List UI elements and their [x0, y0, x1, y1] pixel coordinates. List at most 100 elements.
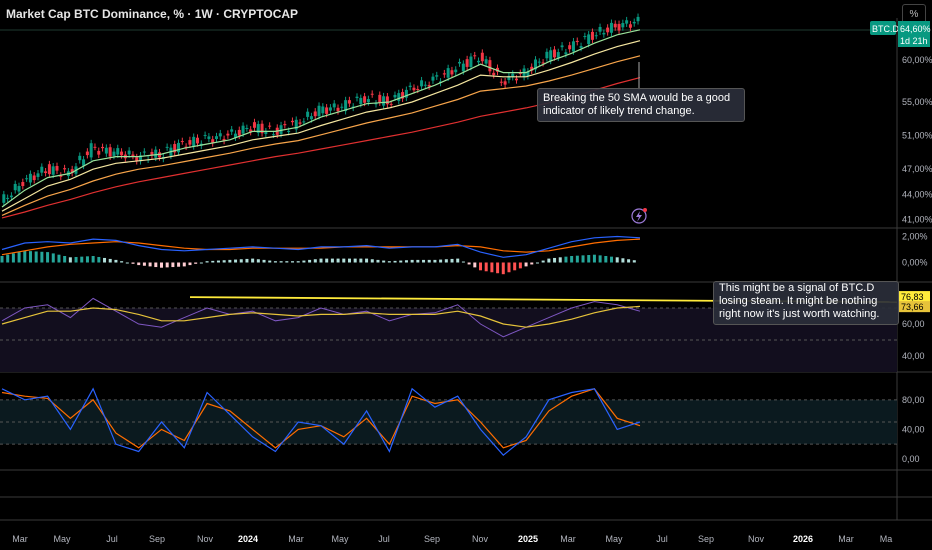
time-axis-label: 2026: [793, 534, 813, 544]
time-axis-label: Mar: [12, 534, 28, 544]
macd-histogram-bar: [330, 258, 334, 263]
lightning-icon: [631, 208, 647, 224]
candle-body: [397, 93, 401, 101]
macd-histogram-bar: [410, 259, 414, 263]
macd-histogram-bar: [0, 256, 4, 263]
candle-body: [598, 26, 602, 32]
candle-body: [332, 103, 336, 108]
candle-body: [594, 35, 598, 37]
candle-body: [207, 136, 211, 139]
candle-body: [465, 59, 469, 67]
candle-body: [385, 96, 389, 105]
candle-body: [226, 133, 230, 136]
macd-histogram-bar: [23, 250, 27, 263]
candle-body: [252, 122, 256, 128]
macd-histogram-bar: [262, 259, 266, 263]
time-axis-label: May: [331, 534, 349, 544]
macd-histogram-bar: [541, 260, 545, 263]
macd-histogram-bar: [63, 256, 67, 263]
price-axis-label: 47,00%: [902, 164, 932, 174]
candle-body: [571, 41, 575, 52]
chart-title: Market Cap BTC Dominance, % · 1W · CRYPT…: [6, 7, 299, 21]
macd-histogram-bar: [376, 259, 380, 263]
macd-histogram-bar: [120, 261, 124, 263]
candle-body: [177, 142, 181, 153]
candle-body: [477, 60, 481, 63]
candle-body: [28, 173, 32, 183]
macd-histogram-bar: [581, 255, 585, 263]
candle-body: [340, 106, 344, 108]
candle-body: [70, 169, 74, 174]
candle-body: [503, 81, 507, 85]
macd-histogram-bar: [535, 262, 539, 264]
candle-body: [230, 129, 234, 132]
stoch-axis-label: 80,00: [902, 395, 925, 405]
candle-body: [271, 134, 275, 136]
candle-body: [214, 136, 218, 139]
candle-body: [2, 194, 6, 203]
candle-body: [196, 137, 200, 144]
candle-body: [515, 78, 519, 81]
macd-histogram-bar: [46, 252, 50, 263]
candle-body: [222, 138, 226, 141]
stoch-k-line: [1, 387, 641, 457]
candle-body: [25, 178, 29, 180]
time-axis-label: Nov: [748, 534, 765, 544]
macd-histogram-bar: [587, 255, 591, 263]
annotation-rsi-note[interactable]: This might be a signal of BTC.D losing s…: [713, 281, 899, 325]
candle-body: [488, 60, 492, 72]
candle-body: [306, 111, 310, 117]
candle-body: [192, 136, 196, 147]
candle-body: [9, 195, 13, 198]
time-axis-label: Jul: [106, 534, 118, 544]
candle-body: [583, 36, 587, 38]
macd-histogram-bar: [234, 259, 238, 263]
candle-body: [496, 67, 500, 72]
candle-body: [188, 140, 192, 145]
candle-body: [237, 129, 241, 136]
candle-body: [279, 125, 283, 135]
macd-histogram-bar: [188, 262, 192, 266]
macd-histogram-bar: [51, 253, 55, 263]
time-axis-label: Mar: [838, 534, 854, 544]
macd-histogram-bar: [592, 254, 596, 263]
candle-body: [245, 127, 249, 129]
time-axis-label: Sep: [698, 534, 714, 544]
candle-body: [355, 96, 359, 99]
candle-body: [260, 123, 264, 134]
macd-histogram-bar: [575, 255, 579, 263]
candle-body: [526, 71, 530, 77]
macd-histogram-bar: [285, 261, 289, 263]
macd-axis-label: 0,00%: [902, 258, 928, 268]
macd-histogram-bar: [142, 262, 146, 266]
time-axis-label: Sep: [149, 534, 165, 544]
candle-body: [59, 175, 63, 177]
candle-body: [6, 197, 10, 199]
macd-histogram-bar: [154, 262, 158, 268]
candle-body: [44, 171, 48, 174]
candle-body: [431, 76, 435, 81]
candle-body: [404, 89, 408, 98]
macd-histogram-bar: [564, 256, 568, 263]
candle-body: [420, 80, 424, 87]
candle-body: [454, 69, 458, 73]
macd-histogram-bar: [251, 258, 255, 263]
annotation-sma-note[interactable]: Breaking the 50 SMA would be a good indi…: [537, 88, 745, 122]
candle-body: [378, 94, 382, 103]
macd-histogram-bar: [239, 259, 243, 263]
price-axis-label: 55,00%: [902, 97, 932, 107]
candle-body: [112, 151, 116, 156]
last-price-badge: [898, 21, 930, 47]
candle-body: [389, 103, 393, 105]
macd-histogram-bar: [103, 257, 107, 263]
macd-histogram-bar: [524, 262, 528, 267]
macd-histogram-bar: [256, 259, 260, 263]
candle-body: [309, 116, 313, 120]
candle-body: [294, 119, 298, 130]
macd-histogram-bar: [598, 255, 602, 263]
macd-histogram-bar: [325, 258, 329, 263]
candle-body: [556, 52, 560, 58]
candle-body: [461, 63, 465, 72]
macd-histogram-bar: [507, 262, 511, 273]
